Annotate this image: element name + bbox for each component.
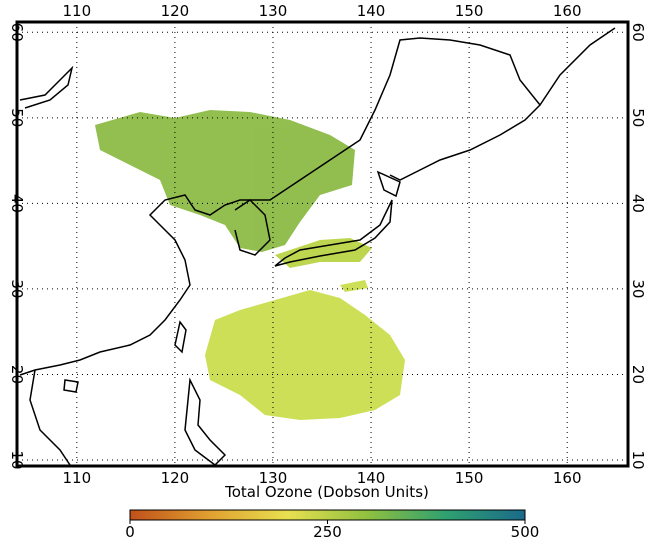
lat-tick-label: 30 — [629, 279, 647, 298]
lat-tick-label: 40 — [629, 194, 647, 213]
colorbar-tick-label: 250 — [313, 523, 342, 541]
lon-tick-label: 120 — [161, 2, 190, 20]
lon-tick-label: 120 — [161, 469, 190, 487]
lon-tick-label: 110 — [63, 2, 92, 20]
lon-tick-label: 150 — [455, 469, 484, 487]
lon-tick-label: 130 — [259, 2, 288, 20]
map-frame — [15, 20, 630, 468]
lon-tick-label: 160 — [553, 2, 582, 20]
lon-tick-label: 110 — [63, 469, 92, 487]
lat-tick-label: 20 — [8, 365, 26, 384]
lat-tick-label: 50 — [8, 108, 26, 127]
colorbar-tick-label: 0 — [125, 523, 135, 541]
lon-tick-label: 160 — [553, 469, 582, 487]
lon-tick-label: 140 — [357, 2, 386, 20]
lat-tick-label: 50 — [629, 108, 647, 127]
lat-tick-label: 20 — [629, 365, 647, 384]
lon-tick-label: 140 — [357, 469, 386, 487]
colorbar-tick-label: 500 — [511, 523, 540, 541]
lat-tick-label: 10 — [8, 450, 26, 469]
colorbar — [129, 509, 526, 521]
lat-tick-label: 60 — [629, 23, 647, 42]
lat-tick-label: 10 — [629, 450, 647, 469]
ozone-patches — [95, 110, 405, 420]
coastlines — [19, 27, 616, 466]
lon-tick-label: 130 — [259, 469, 288, 487]
lat-tick-label: 30 — [8, 279, 26, 298]
lon-tick-label: 150 — [455, 2, 484, 20]
lat-tick-label: 40 — [8, 194, 26, 213]
lat-tick-label: 60 — [8, 23, 26, 42]
colorbar-title: Total Ozone (Dobson Units) — [224, 483, 429, 501]
